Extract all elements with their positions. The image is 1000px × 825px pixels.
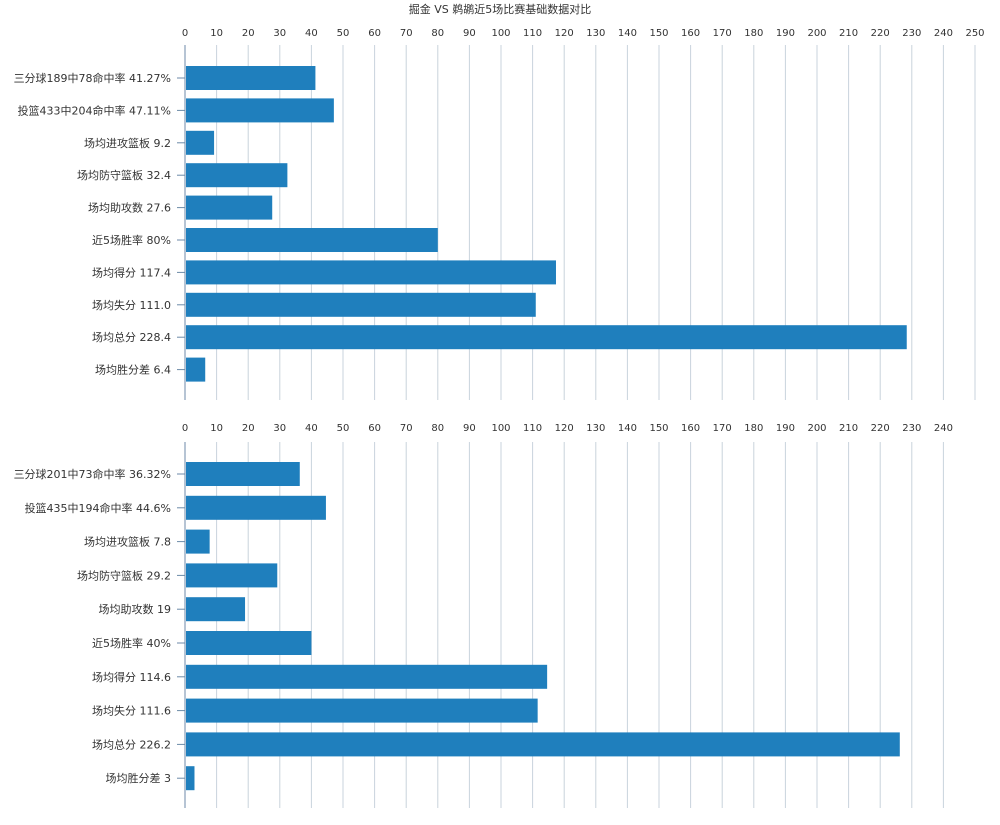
x-tick-label: 240	[934, 423, 953, 434]
bar	[186, 462, 300, 486]
x-tick-label: 110	[523, 423, 542, 434]
x-tick-label: 90	[463, 28, 476, 39]
bar	[186, 195, 273, 220]
x-tick-label: 130	[586, 423, 605, 434]
bar	[186, 98, 334, 123]
x-tick-label: 250	[965, 28, 984, 39]
chart-title: 掘金 VS 鹈鹕近5场比赛基础数据对比	[409, 2, 592, 16]
bar	[186, 163, 288, 188]
x-tick-label: 170	[713, 423, 732, 434]
x-tick-label: 120	[555, 423, 574, 434]
bar	[186, 766, 195, 791]
x-tick-label: 30	[273, 423, 286, 434]
x-tick-label: 140	[618, 28, 637, 39]
x-tick-label: 140	[618, 423, 637, 434]
bar	[186, 325, 907, 350]
bar	[186, 357, 206, 382]
category-label: 场均防守篮板 29.2	[77, 568, 171, 582]
x-tick-label: 170	[713, 28, 732, 39]
x-tick-label: 160	[681, 423, 700, 434]
x-tick-label: 60	[368, 28, 381, 39]
x-tick-label: 70	[400, 28, 413, 39]
x-tick-label: 230	[902, 423, 921, 434]
category-label: 三分球189中78命中率 41.27%	[14, 71, 171, 85]
x-tick-label: 80	[431, 28, 444, 39]
x-tick-label: 0	[182, 28, 188, 39]
x-tick-label: 10	[210, 28, 223, 39]
category-label: 场均进攻篮板 7.8	[84, 535, 171, 549]
category-label: 场均失分 111.0	[92, 298, 171, 312]
x-tick-label: 200	[807, 28, 826, 39]
x-tick-label: 190	[776, 423, 795, 434]
x-tick-label: 50	[337, 423, 350, 434]
bar	[186, 732, 900, 757]
bar	[186, 495, 326, 520]
bar	[186, 260, 556, 285]
x-tick-label: 100	[491, 28, 510, 39]
x-tick-label: 10	[210, 423, 223, 434]
category-label: 近5场胜率 80%	[92, 233, 171, 247]
x-tick-label: 220	[871, 28, 890, 39]
x-tick-label: 100	[491, 423, 510, 434]
x-tick-label: 220	[871, 423, 890, 434]
x-tick-label: 210	[839, 28, 858, 39]
category-label: 场均得分 114.6	[92, 670, 171, 684]
x-tick-label: 110	[523, 28, 542, 39]
category-label: 场均助攻数 27.6	[88, 201, 171, 215]
x-tick-label: 230	[902, 28, 921, 39]
x-tick-label: 210	[839, 423, 858, 434]
category-label: 近5场胜率 40%	[92, 636, 171, 650]
bar	[186, 597, 246, 622]
bar	[186, 130, 215, 155]
x-tick-label: 0	[182, 423, 188, 434]
category-label: 场均得分 117.4	[92, 265, 171, 279]
category-label: 场均失分 111.6	[92, 704, 171, 718]
x-tick-label: 120	[555, 28, 574, 39]
bar	[186, 66, 316, 90]
bar	[186, 631, 312, 655]
category-label: 场均胜分差 6.4	[95, 363, 171, 377]
category-label: 场均总分 226.2	[92, 737, 171, 751]
x-tick-label: 180	[744, 423, 763, 434]
bar	[186, 563, 278, 588]
bar	[186, 228, 438, 252]
bar	[186, 529, 210, 554]
x-tick-label: 150	[649, 28, 668, 39]
category-label: 场均总分 228.4	[92, 330, 171, 344]
bar	[186, 664, 548, 689]
x-tick-label: 80	[431, 423, 444, 434]
x-tick-label: 190	[776, 28, 795, 39]
x-tick-label: 40	[305, 28, 318, 39]
x-tick-label: 180	[744, 28, 763, 39]
category-label: 投篮435中194命中率 44.6%	[25, 501, 171, 515]
x-tick-label: 20	[242, 28, 255, 39]
x-tick-label: 200	[807, 423, 826, 434]
x-tick-label: 90	[463, 423, 476, 434]
bar	[186, 698, 538, 723]
x-tick-label: 50	[337, 28, 350, 39]
category-label: 投篮433中204命中率 47.11%	[18, 103, 171, 117]
category-label: 场均防守篮板 32.4	[77, 168, 171, 182]
x-tick-label: 70	[400, 423, 413, 434]
x-tick-label: 150	[649, 423, 668, 434]
category-label: 场均进攻篮板 9.2	[84, 136, 171, 150]
category-label: 场均胜分差 3	[106, 771, 172, 785]
bar	[186, 292, 536, 317]
panel-bottom-chart: 0 10 20 30 40 50 60 70 80 90 100 110 120 130 140 150 160…	[14, 423, 953, 808]
category-label: 场均助攻数 19	[99, 602, 172, 616]
x-tick-label: 40	[305, 423, 318, 434]
x-tick-label: 160	[681, 28, 700, 39]
x-tick-label: 130	[586, 28, 605, 39]
x-tick-label: 30	[273, 28, 286, 39]
panel-top-chart: 0 10 20 30 40 50 60 70 80 90 100 110 120 130 140 150 160…	[14, 28, 985, 400]
category-label: 三分球201中73命中率 36.32%	[14, 467, 171, 481]
x-tick-label: 60	[368, 423, 381, 434]
x-tick-label: 240	[934, 28, 953, 39]
x-tick-label: 20	[242, 423, 255, 434]
